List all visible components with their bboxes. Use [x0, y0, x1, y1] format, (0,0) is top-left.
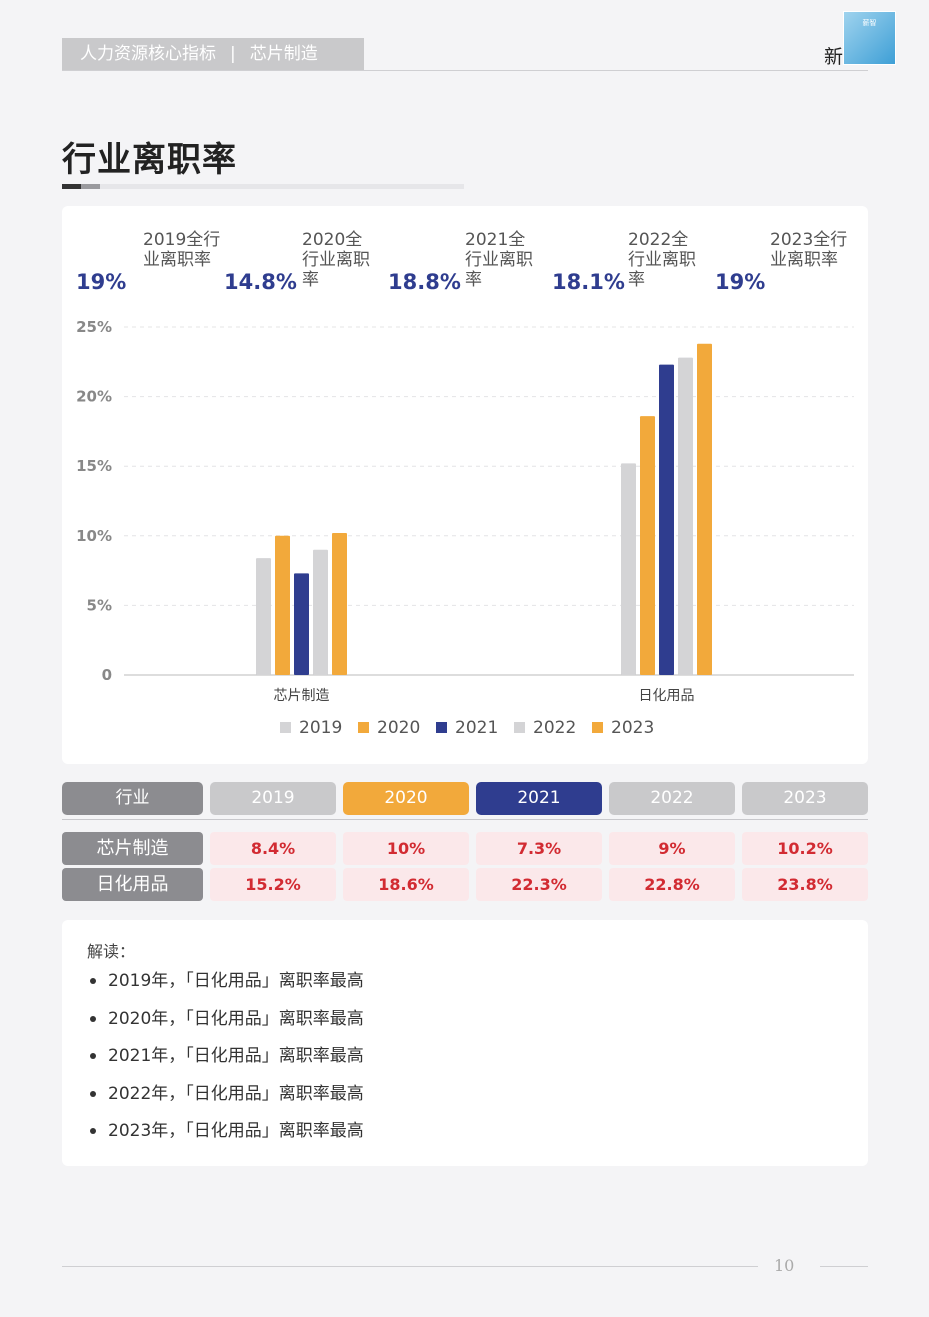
table-divider — [62, 819, 868, 820]
legend-label: 2019 — [299, 718, 342, 738]
table-cell: 10.2% — [742, 832, 868, 865]
kpi-2022: 18.1% 2022全行业离职率 — [552, 230, 702, 294]
bar — [332, 533, 347, 675]
table-header-year: 2023 — [742, 782, 868, 815]
bar — [294, 573, 309, 675]
table-row-label: 日化用品 — [62, 868, 203, 901]
kpi-label: 2020全行业离职率 — [302, 230, 370, 290]
bar — [697, 343, 712, 675]
kpi-2019: 19% 2019全行业离职率 — [76, 230, 226, 294]
note-text: 2023年，「日化用品」离职率最高 — [108, 1121, 364, 1141]
table-cell: 22.3% — [476, 868, 602, 901]
list-item: 2023年，「日化用品」离职率最高 — [90, 1118, 364, 1156]
list-item: 2022年，「日化用品」离职率最高 — [90, 1081, 364, 1119]
bar-chart: 0 5% 10% 15% 20% 25% 芯片制造 日化用品 2019 2020 2021 2022 2… — [76, 318, 854, 738]
header-topic: 芯片制造 — [249, 44, 318, 64]
table-header-year: 2021 — [476, 782, 602, 815]
table-row-label: 芯片制造 — [62, 832, 203, 865]
bullet-icon — [90, 978, 96, 984]
bar — [256, 558, 271, 675]
legend-swatch — [592, 722, 603, 733]
table-cell: 18.6% — [343, 868, 469, 901]
legend-swatch — [514, 722, 525, 733]
logo-badge: 薪智 — [862, 19, 877, 27]
bullet-icon — [90, 1090, 96, 1097]
kpi-2021: 18.8% 2021全行业离职率 — [388, 230, 538, 294]
header-section: 人力资源核心指标 — [80, 44, 216, 64]
kpi-label: 2022全行业离职率 — [628, 230, 696, 290]
chart-card: 19% 2019全行业离职率 14.8% 2020全行业离职率 18.8% 20… — [62, 206, 868, 764]
table-cell: 10% — [343, 832, 469, 865]
kpi-2020: 14.8% 2020全行业离职率 — [224, 230, 374, 294]
kpi-label: 2019全行业离职率 — [143, 230, 221, 270]
kpi-value: 19% — [715, 270, 766, 294]
table-cell: 9% — [609, 832, 735, 865]
kpi-value: 18.8% — [388, 270, 461, 294]
kpi-value: 19% — [76, 270, 127, 294]
list-item: 2019年，「日化用品」离职率最高 — [90, 968, 364, 1006]
bar — [313, 549, 328, 675]
header-separator: | — [230, 44, 236, 64]
table-header-label: 行业 — [62, 782, 203, 815]
notes-title: 解读： — [87, 942, 136, 961]
table-header-year: 2019 — [210, 782, 336, 815]
legend-label: 2023 — [611, 718, 654, 738]
logo-image: 薪智 — [843, 11, 896, 65]
x-tick-label: 芯片制造 — [274, 688, 330, 704]
logo-text: 新 — [824, 46, 844, 68]
y-tick-label: 0 — [102, 666, 112, 684]
page-title: 行业离职率 — [62, 140, 237, 180]
note-text: 2022年，「日化用品」离职率最高 — [108, 1083, 364, 1104]
y-tick-label: 25% — [76, 318, 112, 336]
table-header-year: 2022 — [609, 782, 735, 815]
x-tick-label: 日化用品 — [639, 688, 695, 704]
note-text: 2020年，「日化用品」离职率最高 — [108, 1008, 364, 1029]
legend-label: 2021 — [455, 718, 498, 738]
legend-swatch — [358, 722, 369, 733]
footer-divider — [820, 1266, 868, 1267]
footer-divider — [62, 1266, 758, 1267]
bullet-icon — [90, 1128, 96, 1134]
kpi-label: 2023全行业离职率 — [770, 230, 848, 270]
y-tick-label: 15% — [76, 457, 112, 475]
list-item: 2020年，「日化用品」离职率最高 — [90, 1006, 364, 1044]
bullet-icon — [90, 1053, 96, 1059]
table-cell: 7.3% — [476, 832, 602, 865]
bar — [659, 364, 674, 675]
table-header-year: 2020 — [343, 782, 469, 815]
kpi-value: 14.8% — [224, 270, 297, 294]
legend-label: 2022 — [533, 718, 576, 738]
header-divider — [62, 70, 868, 71]
kpi-label: 2021全行业离职率 — [465, 230, 533, 290]
legend-swatch — [280, 722, 291, 733]
note-text: 2021年，「日化用品」离职率最高 — [108, 1046, 364, 1066]
kpi-2023: 19% 2023全行业离职率 — [715, 230, 865, 294]
legend-swatch — [436, 722, 447, 733]
list-item: 2021年，「日化用品」离职率最高 — [90, 1043, 364, 1081]
y-tick-label: 5% — [87, 596, 112, 614]
y-tick-label: 20% — [76, 388, 112, 406]
bar — [621, 463, 636, 675]
title-underline — [62, 184, 464, 189]
bar — [275, 535, 290, 675]
bullet-icon — [90, 1015, 96, 1022]
page-number: 10 — [774, 1256, 795, 1275]
kpi-value: 18.1% — [552, 270, 625, 294]
bar — [640, 416, 655, 675]
table-cell: 8.4% — [210, 832, 336, 865]
table-cell: 15.2% — [210, 868, 336, 901]
note-text: 2019年，「日化用品」离职率最高 — [108, 971, 364, 991]
table-cell: 22.8% — [609, 868, 735, 901]
legend-label: 2020 — [377, 718, 420, 738]
header-tab: 人力资源核心指标 | 芯片制造 — [62, 38, 364, 71]
table-cell: 23.8% — [742, 868, 868, 901]
bar — [678, 357, 693, 675]
notes-card: 解读： 2019年，「日化用品」离职率最高 2020年，「日化用品」离职率最高 … — [62, 920, 868, 1166]
y-tick-label: 10% — [76, 527, 112, 545]
notes-list: 2019年，「日化用品」离职率最高 2020年，「日化用品」离职率最高 2021… — [90, 968, 364, 1156]
